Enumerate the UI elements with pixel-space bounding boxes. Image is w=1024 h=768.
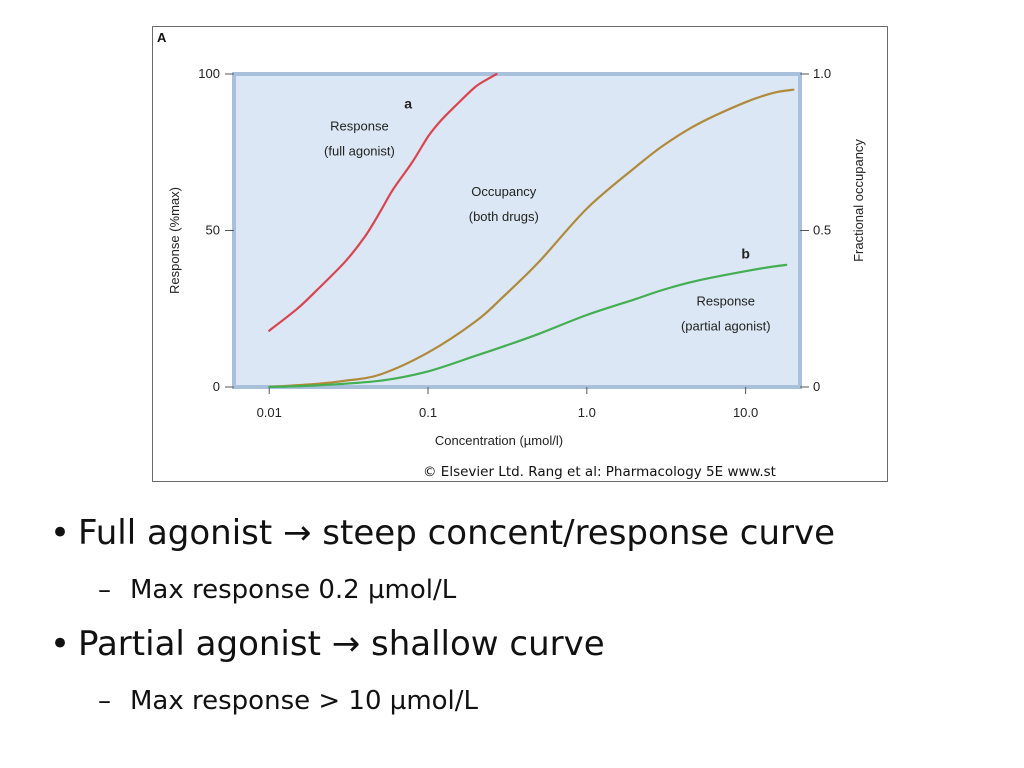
sub-bullet-text: Max response > 10 µmol/L: [130, 686, 479, 716]
annotation-text: Occupancy: [471, 184, 537, 199]
chart-area: A 0 50 100 0 0.5 1.0 0.01 0.1 1.0 10.0 Concentratio…: [157, 30, 866, 448]
sub-bullet-item: – Max response > 10 µmol/L: [98, 688, 478, 714]
plot-background: [232, 72, 802, 389]
bullet-item: • Full agonist → steep concent/response c…: [50, 516, 835, 550]
y-tick-label: 100: [198, 66, 220, 81]
curve-label: b: [741, 246, 750, 262]
figure-panel: A 0 50 100 0 0.5 1.0 0.01 0.1 1.0 10.0 Concentratio…: [152, 26, 888, 482]
x-tick-label: 0.1: [419, 405, 437, 420]
annotation-text: (both drugs): [469, 209, 539, 224]
y-tick-label: 0: [213, 379, 220, 394]
sub-bullet-dash: –: [98, 575, 111, 605]
panel-label: A: [157, 30, 167, 45]
annotation-text: Response: [330, 118, 389, 133]
bullet-text: Partial agonist → shallow curve: [78, 624, 605, 664]
annotation-text: Response: [697, 294, 756, 309]
x-tick-label: 0.01: [257, 405, 282, 420]
y2-tick-label: 0: [813, 379, 820, 394]
copyright-notice: © Elsevier Ltd. Rang et al: Pharmacology…: [423, 464, 776, 480]
x-tick-label: 1.0: [578, 405, 596, 420]
bullet-item: • Partial agonist → shallow curve: [50, 627, 605, 661]
bullet-dot: •: [50, 513, 71, 553]
x-axis-label: Concentration (µmol/l): [435, 433, 563, 448]
bullet-text: Full agonist → steep concent/response cu…: [78, 513, 836, 553]
y-axis-label: Response (%max): [167, 187, 182, 294]
series-line-1: [268, 73, 498, 332]
sub-bullet-text: Max response 0.2 µmol/L: [130, 575, 457, 605]
annotation-text: (partial agonist): [681, 319, 771, 334]
series-line-3: [268, 263, 788, 388]
annotation-text: (full agonist): [324, 143, 395, 158]
y-tick-label: 50: [206, 223, 220, 238]
series-line-2: [268, 88, 795, 388]
y2-tick-label: 0.5: [813, 223, 831, 238]
bullet-dot: •: [50, 624, 71, 664]
curve-label: a: [404, 95, 412, 111]
sub-bullet-dash: –: [98, 686, 111, 716]
y2-tick-label: 1.0: [813, 66, 831, 81]
sub-bullet-item: – Max response 0.2 µmol/L: [98, 577, 456, 603]
y2-axis-label: Fractional occupancy: [851, 139, 866, 262]
x-tick-label: 10.0: [733, 405, 758, 420]
